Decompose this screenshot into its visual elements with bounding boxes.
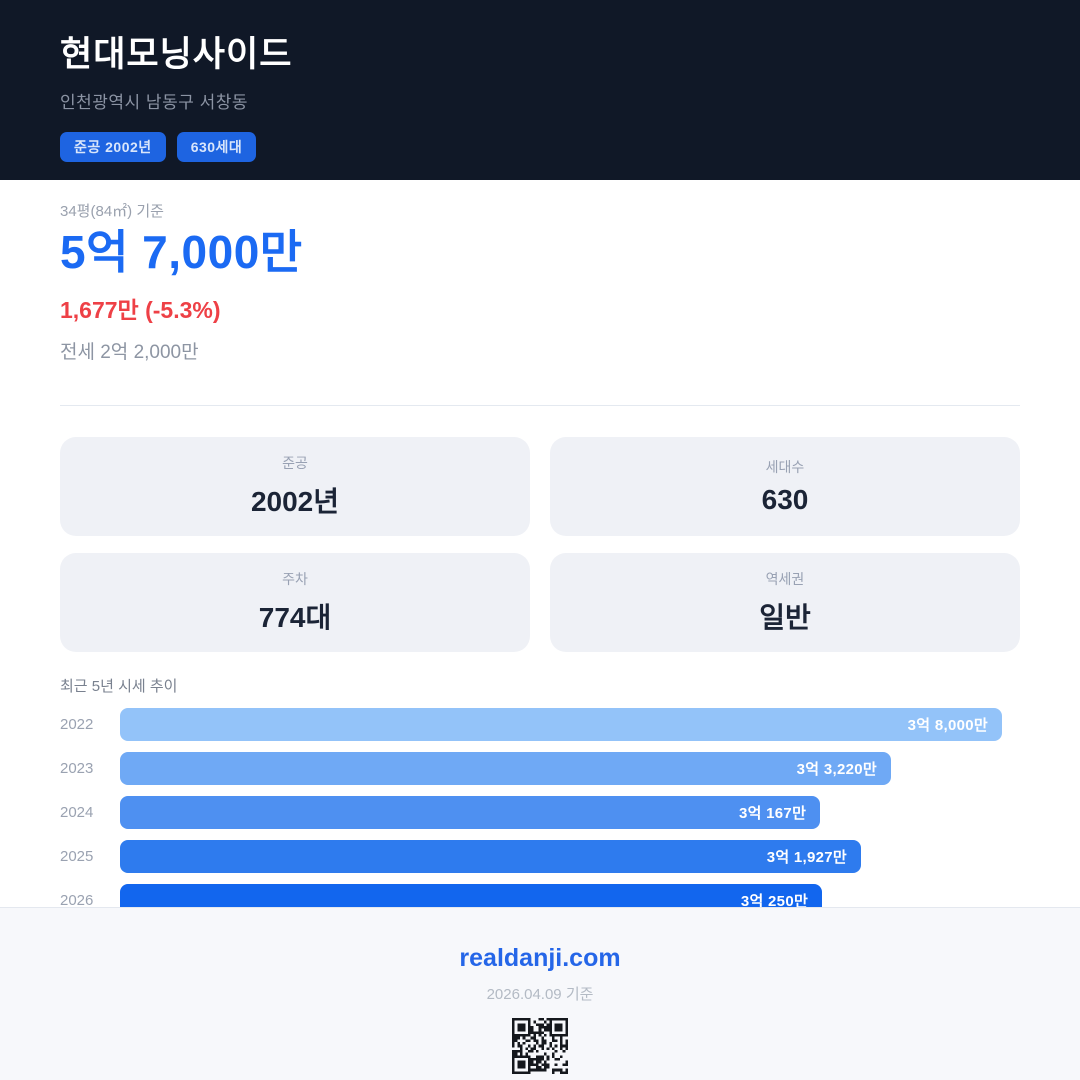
chart-bar: 3억 8,000만 (120, 708, 1002, 742)
chart-bar: 3억 3,220만 (120, 752, 892, 786)
section-divider (60, 405, 1020, 407)
chart-title: 최근 5년 시세 추이 (60, 678, 178, 696)
info-card-value: 774대 (258, 602, 332, 634)
chart-year-label: 2025 (60, 848, 94, 866)
chart-bar-value: 3억 1,927만 (766, 849, 848, 867)
current-price: 5억 7,000만 (60, 226, 303, 278)
site-link[interactable]: realdanji.com (459, 944, 621, 972)
info-card-label: 준공 (282, 455, 308, 472)
chart-row: 2023 3억 3,220만 (60, 752, 1020, 786)
info-card-value: 2002년 (250, 486, 340, 518)
info-card-value: 630 (761, 484, 809, 516)
badge-row: 준공 2002년 630세대 (60, 131, 1020, 163)
chart-bar: 3억 1,927만 (120, 840, 862, 874)
complex-title: 현대모닝사이드 (60, 35, 293, 74)
info-card-label: 세대수 (765, 459, 805, 476)
info-card: 세대수 630 (550, 437, 1020, 537)
header-badge-0: 준공 2002년 (60, 131, 166, 163)
info-card: 주차 774대 (60, 553, 530, 653)
chart-bar-track: 3억 167만 (120, 796, 1020, 830)
complex-address: 인천광역시 남동구 서창동 (60, 92, 248, 112)
price-basis-label: 34평(84㎡) 기준 (60, 203, 164, 220)
chart-bar-track: 3억 1,927만 (120, 840, 1020, 874)
footer: realdanji.com 2026.04.09 기준 (0, 907, 1080, 1080)
header: 현대모닝사이드 인천광역시 남동구 서창동 준공 2002년 630세대 (0, 0, 1080, 180)
chart-bar-track: 3억 8,000만 (120, 708, 1020, 742)
price-change: 1,677만 (-5.3%) (60, 297, 221, 324)
chart-row: 2022 3억 8,000만 (60, 708, 1020, 742)
jeonse-price: 전세 2억 2,000만 (60, 342, 199, 364)
reference-date: 2026.04.09 기준 (486, 986, 594, 1003)
info-card-value: 일반 (759, 602, 811, 634)
chart-bar: 3억 167만 (120, 796, 821, 830)
chart-rows: 2022 3억 8,000만 2023 3억 3,220만 2024 3억 167만 202… (60, 708, 1020, 918)
chart-bar-value: 3억 8,000만 (907, 717, 988, 735)
chart-bar-value: 3억 250만 (740, 893, 809, 911)
chart-year-label: 2026 (60, 892, 94, 910)
price-history-chart: 최근 5년 시세 추이 2022 3억 8,000만 2023 3억 3,220만 20… (60, 675, 1020, 918)
chart-year-label: 2023 (60, 760, 94, 778)
price-section: 34평(84㎡) 기준 5억 7,000만 1,677만 (-5.3%) 전세 … (0, 180, 1080, 364)
chart-bar-value: 3억 3,220만 (796, 761, 878, 779)
chart-year-label: 2024 (60, 804, 94, 822)
info-card-label: 주차 (282, 571, 308, 588)
chart-year-label: 2022 (60, 716, 94, 734)
info-card: 준공 2002년 (60, 437, 530, 537)
header-badge-1: 630세대 (176, 131, 257, 163)
qr-code (512, 1018, 568, 1074)
chart-bar-value: 3억 167만 (738, 805, 807, 823)
chart-bar-track: 3억 3,220만 (120, 752, 1020, 786)
info-card-label: 역세권 (765, 571, 805, 588)
chart-row: 2025 3억 1,927만 (60, 840, 1020, 874)
chart-row: 2024 3억 167만 (60, 796, 1020, 830)
